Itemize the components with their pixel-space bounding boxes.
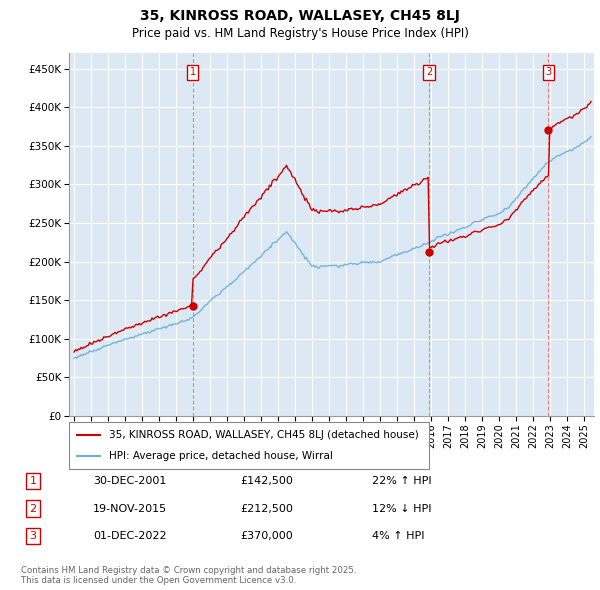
Text: £212,500: £212,500 (240, 504, 293, 513)
Text: Price paid vs. HM Land Registry's House Price Index (HPI): Price paid vs. HM Land Registry's House … (131, 27, 469, 40)
Text: 2: 2 (29, 504, 37, 513)
Text: £370,000: £370,000 (240, 532, 293, 541)
Text: 4% ↑ HPI: 4% ↑ HPI (372, 532, 425, 541)
Text: £142,500: £142,500 (240, 476, 293, 486)
Text: 35, KINROSS ROAD, WALLASEY, CH45 8LJ (detached house): 35, KINROSS ROAD, WALLASEY, CH45 8LJ (de… (109, 430, 418, 440)
Text: 01-DEC-2022: 01-DEC-2022 (93, 532, 167, 541)
Text: 3: 3 (29, 532, 37, 541)
Text: 35, KINROSS ROAD, WALLASEY, CH45 8LJ: 35, KINROSS ROAD, WALLASEY, CH45 8LJ (140, 9, 460, 23)
Text: HPI: Average price, detached house, Wirral: HPI: Average price, detached house, Wirr… (109, 451, 332, 461)
Text: 19-NOV-2015: 19-NOV-2015 (93, 504, 167, 513)
Text: 3: 3 (545, 67, 551, 77)
Text: 1: 1 (29, 476, 37, 486)
Text: 12% ↓ HPI: 12% ↓ HPI (372, 504, 431, 513)
Text: 30-DEC-2001: 30-DEC-2001 (93, 476, 166, 486)
Text: 2: 2 (426, 67, 432, 77)
Text: 22% ↑ HPI: 22% ↑ HPI (372, 476, 431, 486)
Text: 1: 1 (190, 67, 196, 77)
Text: Contains HM Land Registry data © Crown copyright and database right 2025.
This d: Contains HM Land Registry data © Crown c… (21, 566, 356, 585)
